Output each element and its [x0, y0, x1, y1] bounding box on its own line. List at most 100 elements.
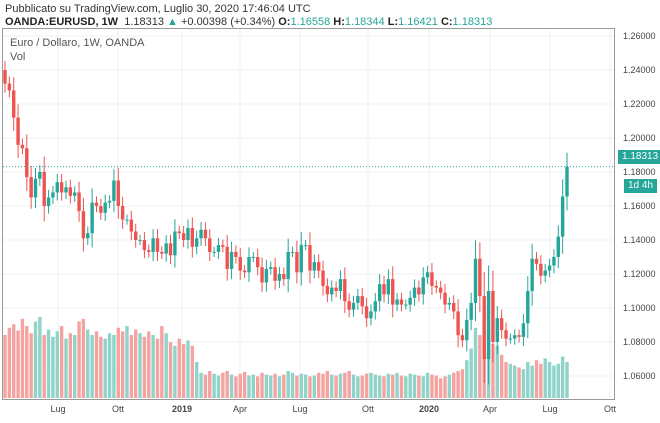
volume-bar — [7, 327, 12, 398]
volume-bar — [539, 363, 543, 398]
candle-body — [221, 245, 225, 247]
candle-body — [438, 287, 443, 293]
volume-bar — [316, 372, 321, 398]
chart-pane[interactable] — [2, 28, 615, 400]
volume-bar — [521, 369, 526, 398]
candle-body — [399, 299, 404, 305]
candle-body — [391, 279, 395, 305]
volume-bar — [565, 362, 569, 398]
candle-body — [133, 231, 138, 240]
candle-body — [308, 245, 312, 271]
candle-body — [478, 258, 482, 297]
candle-body — [203, 229, 208, 239]
volume-bar — [513, 365, 517, 398]
candle-body — [269, 267, 273, 269]
candle-body — [160, 251, 164, 254]
volume-bar — [399, 375, 404, 398]
candle-body — [325, 285, 330, 295]
price-label: 1.22000 — [623, 98, 656, 109]
candle-body — [138, 240, 142, 241]
volume-bar — [443, 376, 447, 398]
candle-body — [443, 292, 447, 305]
candle-body — [242, 270, 247, 273]
candle-body — [168, 243, 173, 256]
price-axis[interactable]: 1.26000 1.24000 1.22000 1.20000 1.18000 1.160… — [614, 28, 660, 399]
volume-bar — [299, 373, 303, 398]
candle-body — [469, 302, 473, 320]
price-label: 1.16000 — [623, 200, 656, 211]
volume-bar — [269, 375, 273, 398]
volume-bar — [425, 372, 430, 398]
volume-bar — [277, 376, 282, 398]
candle-body — [129, 219, 134, 232]
candle-body — [64, 187, 68, 193]
candle-body — [412, 287, 417, 298]
open-label: O: — [278, 16, 291, 28]
volume-bar — [68, 333, 73, 398]
candle-body — [373, 301, 378, 312]
candle-body — [234, 251, 238, 257]
volume-bar — [12, 324, 16, 398]
volume-bar — [382, 376, 386, 398]
triangle-up-icon: ▲ — [167, 16, 178, 28]
volume-bar — [186, 340, 190, 398]
candle-body — [125, 219, 129, 221]
volume-bar — [112, 335, 116, 398]
time-label: Ott — [361, 404, 375, 414]
volume-bar — [33, 321, 38, 398]
volume-bar — [142, 336, 147, 398]
candle-body — [147, 250, 151, 252]
volume-bar — [59, 326, 64, 398]
volume-bar — [125, 326, 129, 398]
candle-body — [408, 297, 412, 305]
candle-body — [90, 202, 94, 234]
volume-bar — [177, 338, 181, 398]
volume-bar — [99, 336, 103, 398]
candle-body — [77, 192, 81, 212]
volume-bar — [260, 372, 264, 398]
volume-bar — [129, 335, 134, 398]
candle-body — [513, 335, 517, 339]
volume-bar — [469, 348, 473, 398]
candle-body — [417, 287, 421, 295]
close-label: C: — [440, 16, 453, 28]
candle-body — [316, 262, 321, 271]
volume-bar — [530, 365, 534, 398]
volume-bar — [434, 375, 439, 398]
volume-bar — [343, 372, 347, 398]
price-label: 1.06000 — [623, 370, 656, 381]
volume-bar — [356, 376, 360, 398]
candle-body — [430, 272, 434, 286]
volume-bar — [491, 344, 495, 398]
volume-bar — [408, 373, 412, 398]
candle-body — [225, 246, 229, 269]
low-value: 1.16421 — [398, 16, 438, 28]
volume-bar — [526, 362, 530, 398]
candle-body — [273, 267, 277, 281]
candle-body — [194, 238, 199, 247]
candle-body — [552, 257, 556, 266]
candle-body — [81, 211, 86, 239]
candle-body — [38, 172, 42, 179]
volume-bar — [391, 374, 395, 398]
candle-body — [338, 279, 343, 291]
candle-body — [120, 206, 125, 220]
candle-body — [334, 287, 338, 291]
price-label: 1.10000 — [623, 302, 656, 313]
candle-body — [186, 228, 190, 240]
time-label: Ott — [111, 404, 125, 414]
volume-bar — [508, 363, 513, 398]
volume-bar — [452, 372, 456, 398]
volume-bar — [447, 374, 452, 398]
volume-bar — [29, 333, 33, 398]
candle-body — [539, 263, 543, 276]
candle-body — [212, 251, 216, 253]
volume-bar — [160, 326, 164, 398]
candle-body — [290, 251, 295, 253]
volume-bar — [534, 360, 539, 398]
candle-body — [164, 243, 168, 254]
candle-body — [330, 287, 334, 295]
candle-body — [282, 274, 286, 280]
candle-body — [99, 206, 103, 213]
